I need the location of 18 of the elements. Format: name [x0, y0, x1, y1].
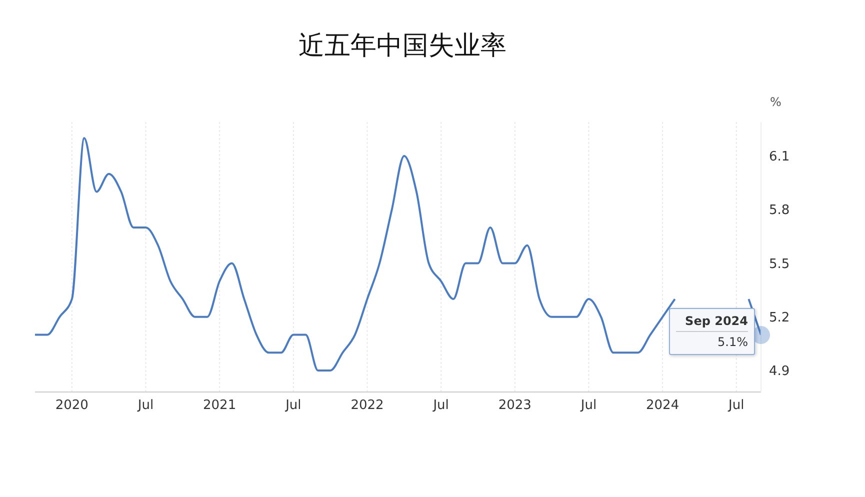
y-tick-label: 5.2	[769, 310, 790, 326]
x-tick-label: 2022	[350, 398, 384, 414]
x-tick-label: 2024	[646, 398, 680, 414]
x-tick-label: Jul	[136, 398, 154, 414]
y-tick-label: 4.9	[769, 364, 790, 380]
x-tick-label: 2021	[203, 398, 236, 414]
x-tick-label: 2020	[55, 398, 88, 414]
x-tick-label: Jul	[728, 398, 744, 414]
x-tick-label: 2023	[498, 398, 532, 414]
y-tick-label: 6.1	[769, 150, 790, 165]
x-tick-label: Jul	[580, 398, 597, 414]
chart-title: 近五年中国失业率	[298, 30, 508, 63]
x-tick-label: Jul	[284, 398, 302, 414]
annotation: Sep 2024 5.1%	[684, 314, 748, 349]
x-tick-label: Jul	[432, 398, 449, 414]
y-tick-label: 5.8	[769, 203, 790, 218]
y-axis-title: %	[770, 95, 782, 109]
y-tick-label: 5.5	[769, 256, 790, 272]
